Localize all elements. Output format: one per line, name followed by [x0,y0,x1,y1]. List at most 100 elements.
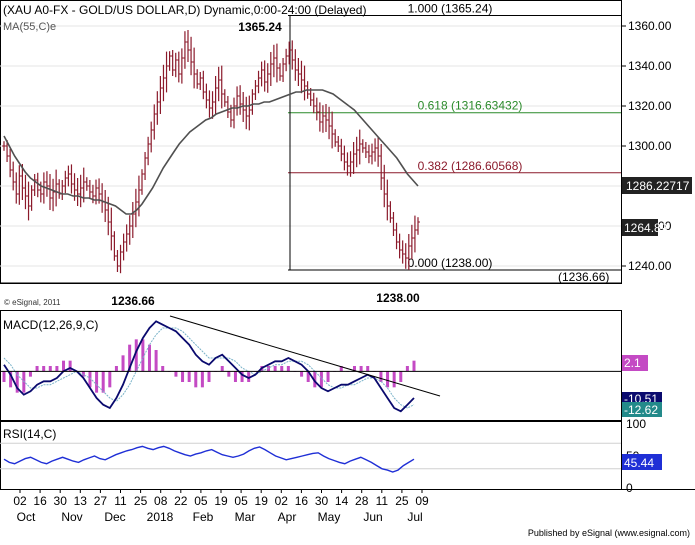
time-month-label: Nov [61,510,82,524]
time-tick-label: 05 [194,494,208,508]
macd-histogram-bar [147,344,151,372]
macd-histogram-bar [134,339,138,372]
macd-histogram-bar [81,371,85,377]
macd-histogram-bar [405,366,409,372]
macd-histogram-bar [300,371,304,377]
fib-level-label: 0.618 (1316.63432) [418,99,523,113]
macd-histogram-bar [359,366,363,372]
time-tick-label: 11 [114,494,127,508]
macd-histogram-bar [313,371,317,388]
rsi-label: RSI(14,C) [3,427,56,441]
macd-histogram [2,339,416,393]
fibonacci-levels: 1.000 (1365.24) 0.618 (1316.63432) 0.382 (… [0,2,621,284]
macd-histogram-bar [267,366,271,372]
price-tick-label: 1300.00 [628,139,672,153]
macd-histogram-bar [326,371,330,382]
macd-label: MACD(12,26,9,C) [3,318,98,332]
time-tick-label: 25 [134,494,148,508]
time-tick-label: 19 [214,494,228,508]
time-tick-label: 30 [54,494,68,508]
price-bars [2,30,420,274]
macd-histogram-bar [114,366,118,372]
macd-histogram-bar [379,371,383,382]
time-tick-label: 16 [33,494,47,508]
macd-histogram-bar [286,366,290,372]
time-tick-label: 13 [74,494,88,508]
macd-line [3,320,415,413]
time-month-label: Oct [17,510,36,524]
time-month-label: Dec [104,510,125,524]
macd-panel-frame [0,310,622,421]
macd-histogram-bar [240,371,244,382]
macd-signal-tag-bg [622,402,662,417]
macd-histogram-bar [9,371,13,388]
macd-histogram-bar [101,371,105,393]
macd-histogram-bar [352,366,356,372]
time-month-label: Mar [235,510,256,524]
macd-histogram-bar [154,350,158,372]
time-tick-label: 08 [154,494,168,508]
rsi-tag-bg [622,454,662,470]
macd-histogram-bar [95,371,99,393]
time-tick-label: 19 [255,494,269,508]
macd-histogram-bar [392,371,396,388]
published-by: Published by eSignal (www.esignal.com) [528,528,690,538]
macd-histogram-bar [42,366,46,372]
low-bracket-label: (1236.66) [558,270,609,284]
time-month-label: Jun [363,510,382,524]
time-tick-label: 05 [234,494,248,508]
time-tick-label: 25 [395,494,409,508]
macd-histogram-bar [220,366,224,372]
macd-histogram-bar [412,360,416,372]
macd-histogram-bar [62,360,66,372]
macd-histogram-bar [28,371,32,377]
macd-histogram-bar [306,371,310,382]
fib-level-label: 0.000 (1238.00) [408,256,493,270]
macd-signal-line [3,327,415,409]
macd-histogram-bar [35,366,39,372]
price-tag-last: 1264.89 [624,221,668,235]
macd-signal-tag: -12.62 [624,403,658,417]
time-tick-label: 27 [94,494,108,508]
macd-histogram-bar [227,371,231,377]
time-month-label: Jul [407,510,422,524]
macd-histogram-bar [200,371,204,388]
macd-histogram-bar [48,366,52,372]
macd-histogram-bar [194,371,198,388]
rsi-tag: 45.44 [624,456,654,470]
time-axis-ticks: 02 16 30 13 27 11 25 08 22 05 19 05 19 02 16 30 14 28 11 25… [13,489,429,508]
macd-histogram-bar [88,371,92,388]
macd-histogram-bar [366,366,370,372]
recent-low-annotation: 1238.00 [376,291,420,305]
time-tick-label: 09 [415,494,429,508]
time-tick-label: 11 [376,494,389,508]
macd-trendline [169,315,441,397]
time-tick-label: 14 [335,494,349,508]
price-tag-ma-bg [622,177,692,194]
rsi-line [3,445,415,473]
macd-histogram-bar [207,371,211,382]
time-month-label: 2018 [147,510,174,524]
fib-level-label: 1.000 (1365.24) [408,2,493,16]
price-tag-ma: 1286.22717 [626,179,690,193]
time-month-label: Apr [278,510,297,524]
high-annotation: 1365.24 [238,20,282,34]
price-tick-label: 1240.00 [628,259,672,273]
price-tag-last-bg [622,219,658,236]
macd-histogram-bar [339,366,343,372]
macd-histogram-bar [187,371,191,382]
macd-histogram-bar [15,371,19,393]
time-tick-label: 28 [355,494,369,508]
time-tick-label: 16 [295,494,309,508]
time-tick-label: 22 [174,494,188,508]
macd-histogram-bar [273,366,277,372]
macd-histogram-bar [55,366,59,372]
rsi-tick-label: 0 [626,481,633,495]
price-tick-label: 1340.00 [628,59,672,73]
macd-histogram-bar [141,339,145,372]
price-tick-label: 1320.00 [628,99,672,113]
copyright: © eSignal, 2011 [4,298,61,307]
fib-level-label: 0.382 (1286.60568) [418,159,523,173]
macd-histogram-bar [174,371,178,377]
